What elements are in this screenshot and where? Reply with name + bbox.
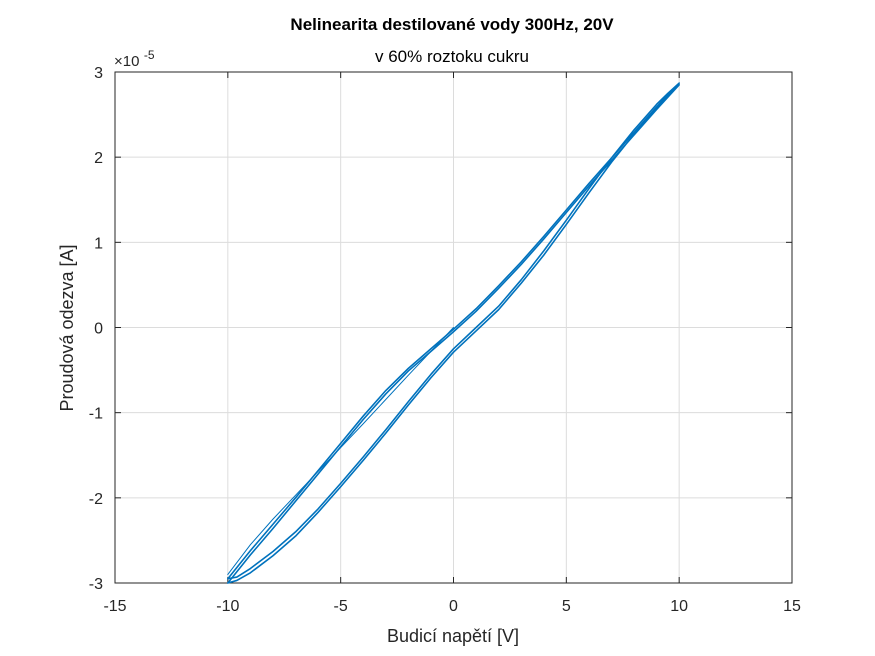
x-tick-label: 5 bbox=[562, 598, 571, 615]
series-line-3 bbox=[227, 327, 454, 575]
y-tick-label: 2 bbox=[94, 150, 103, 167]
axis-ticks bbox=[114, 71, 793, 584]
y-tick-label: 0 bbox=[94, 321, 103, 338]
y-axis-exponent: ×10 -5 bbox=[114, 48, 155, 70]
y-tick-label: -2 bbox=[89, 491, 103, 508]
x-tick-label: -5 bbox=[334, 598, 348, 615]
x-axis-label: Budicí napětí [V] bbox=[387, 626, 519, 646]
x-tick-label: -10 bbox=[216, 598, 239, 615]
y-tick-labels: -3 -2 -1 0 1 2 3 bbox=[89, 65, 103, 593]
x-tick-labels: -15 -10 -5 0 5 10 15 bbox=[103, 598, 801, 615]
y-axis-label: Proudová odezva [A] bbox=[57, 244, 77, 411]
y-tick-label: -1 bbox=[89, 406, 103, 423]
data-series bbox=[227, 82, 680, 584]
y-tick-label: -3 bbox=[89, 576, 103, 593]
chart-subtitle: v 60% roztoku cukru bbox=[375, 47, 529, 66]
series-line-1 bbox=[227, 82, 680, 580]
series-line-2 bbox=[227, 83, 680, 584]
x-tick-label: 0 bbox=[449, 598, 458, 615]
x-tick-label: 10 bbox=[670, 598, 688, 615]
chart-title: Nelinearita destilované vody 300Hz, 20V bbox=[290, 15, 614, 34]
y-axis-exponent-power: -5 bbox=[144, 48, 155, 62]
y-tick-label: 3 bbox=[94, 65, 103, 82]
y-axis-exponent-base: ×10 bbox=[114, 53, 139, 70]
x-tick-label: 15 bbox=[783, 598, 801, 615]
y-tick-label: 1 bbox=[94, 235, 103, 252]
x-tick-label: -15 bbox=[103, 598, 126, 615]
